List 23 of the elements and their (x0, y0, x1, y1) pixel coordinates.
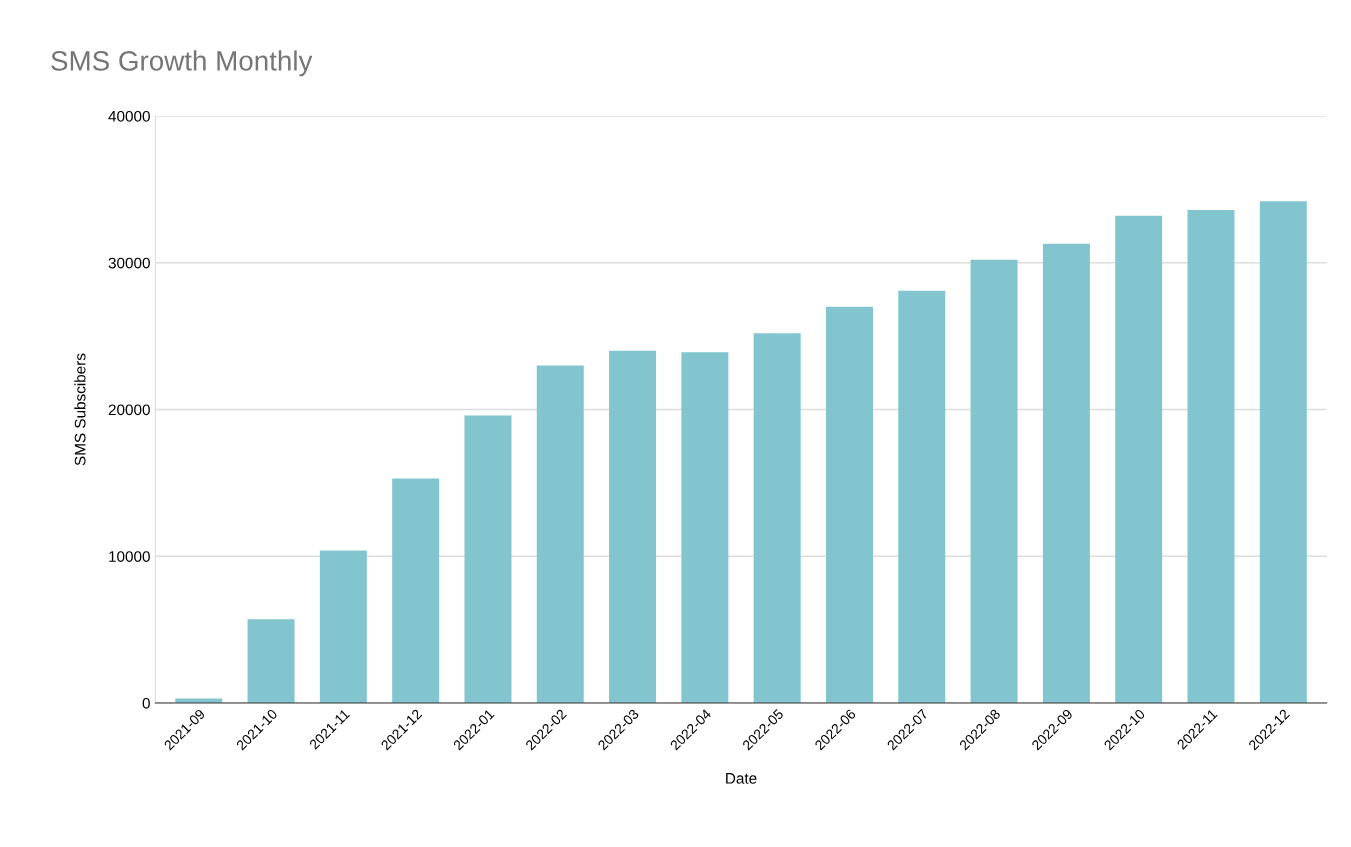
x-axis-title: Date (726, 773, 757, 784)
bar (392, 478, 440, 704)
y-axis-title: SMS Subscibers (74, 353, 86, 466)
y-tick-label: 10000 (109, 551, 150, 562)
y-tick-label: 0 (142, 697, 150, 709)
bar (753, 333, 801, 704)
bar (681, 352, 729, 704)
bar (970, 259, 1018, 704)
chart-title: SMS Growth Monthly (51, 50, 313, 77)
bar (825, 306, 873, 704)
bar (1042, 243, 1090, 704)
bar (1115, 215, 1163, 704)
bar (1187, 209, 1235, 704)
bar (247, 619, 295, 704)
y-tick-label: 20000 (108, 404, 150, 416)
y-tick-label: 30000 (108, 257, 150, 269)
bar (464, 415, 512, 704)
bar (609, 350, 657, 704)
bar (536, 365, 584, 704)
bar (1259, 201, 1307, 704)
bar (319, 550, 367, 704)
bar (898, 290, 946, 704)
y-tick-label: 40000 (108, 110, 150, 122)
